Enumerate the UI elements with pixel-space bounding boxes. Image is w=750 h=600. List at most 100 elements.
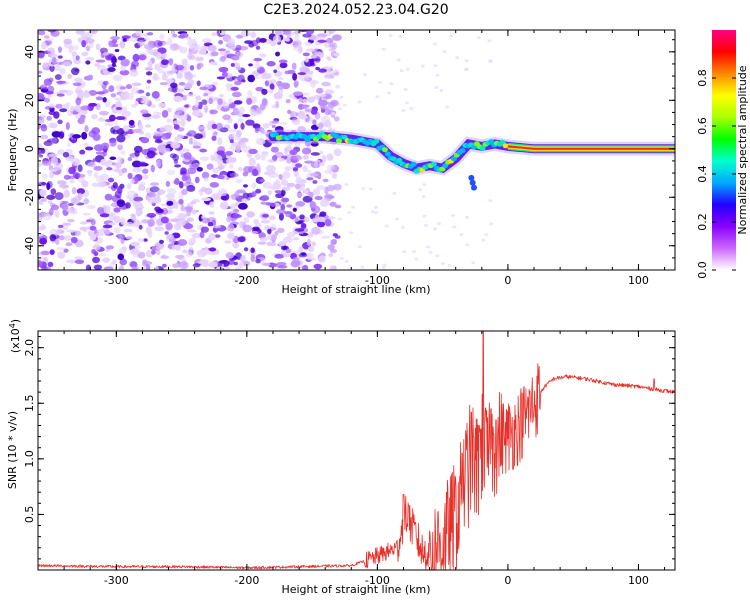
noise-blob	[250, 247, 255, 254]
ridge-blob	[390, 156, 397, 162]
noise-blob	[177, 108, 183, 114]
noise-blob	[229, 203, 236, 211]
noise-blob	[233, 100, 243, 105]
noise-blob	[147, 219, 155, 227]
noise-blob	[219, 201, 229, 210]
colorbar-tick-label: 0.6	[696, 117, 709, 135]
noise-blob	[321, 81, 331, 87]
noise-blob	[292, 96, 297, 100]
noise-blob	[138, 123, 144, 131]
noise-blob	[234, 191, 240, 199]
noise-blob	[50, 136, 58, 144]
noise-blob	[76, 188, 85, 195]
noise-blob	[292, 91, 303, 96]
noise-blob	[41, 160, 52, 166]
noise-blob	[113, 121, 119, 125]
noise-blob	[147, 192, 157, 198]
noise-blob	[186, 36, 192, 40]
noise-blob	[145, 92, 151, 97]
noise-blob	[143, 37, 151, 41]
noise-blob	[272, 181, 282, 190]
noise-blob	[191, 198, 201, 203]
noise-blob	[237, 74, 245, 83]
noise-blob	[488, 199, 493, 203]
noise-blob	[333, 116, 340, 122]
noise-blob	[286, 231, 296, 238]
noise-blob	[181, 174, 188, 182]
noise-blob	[145, 264, 151, 270]
noise-blob	[252, 226, 260, 231]
noise-blob	[318, 161, 325, 167]
noise-blob	[40, 134, 49, 140]
noise-blob	[330, 111, 336, 116]
noise-blob	[327, 30, 336, 34]
noise-blob	[141, 219, 150, 224]
noise-blob	[49, 170, 55, 179]
noise-blob	[280, 245, 287, 251]
noise-blob	[210, 174, 219, 178]
noise-blob	[317, 121, 324, 130]
noise-blob	[235, 66, 242, 71]
noise-blob	[259, 103, 266, 111]
noise-blob	[218, 39, 223, 45]
noise-blob	[247, 90, 253, 97]
noise-blob	[281, 197, 290, 203]
noise-blob	[455, 56, 460, 60]
noise-blob	[140, 181, 146, 186]
noise-blob	[447, 263, 452, 267]
noise-blob	[176, 219, 186, 227]
noise-blob	[200, 226, 209, 233]
noise-blob	[96, 64, 106, 71]
noise-blob	[182, 94, 188, 101]
noise-blob	[289, 149, 298, 156]
noise-blob	[243, 165, 253, 174]
noise-blob	[131, 266, 138, 270]
noise-blob	[189, 54, 196, 61]
noise-blob	[51, 131, 62, 138]
noise-blob	[120, 237, 125, 245]
noise-blob	[274, 30, 282, 36]
noise-blob	[240, 30, 251, 38]
spectrogram-background-noise	[38, 30, 494, 270]
noise-blob	[200, 45, 208, 52]
noise-blob	[310, 54, 317, 59]
noise-blob	[433, 42, 438, 46]
noise-blob	[287, 109, 292, 115]
ridge-blob	[410, 161, 417, 167]
noise-blob	[85, 219, 92, 223]
colorbar-label: Normalized spectral amplitude	[736, 65, 749, 234]
noise-blob	[323, 119, 332, 128]
noise-blob	[244, 40, 254, 44]
noise-blob	[326, 164, 336, 171]
noise-blob	[186, 185, 196, 192]
noise-blob	[315, 66, 321, 71]
noise-blob	[38, 226, 43, 232]
noise-blob	[57, 148, 65, 155]
noise-blob	[147, 196, 157, 204]
noise-blob	[243, 184, 248, 188]
noise-blob	[222, 114, 231, 121]
noise-blob	[145, 226, 150, 234]
noise-blob	[170, 82, 178, 88]
noise-blob	[331, 34, 342, 42]
noise-blob	[113, 125, 120, 130]
noise-blob	[307, 246, 315, 253]
noise-blob	[278, 174, 283, 180]
snr-panel: -300 -200 -100 0 100 0.5 1.0 1.5 2.0 Height of …	[6, 319, 676, 596]
noise-blob	[161, 109, 169, 118]
noise-blob	[114, 190, 122, 199]
noise-blob	[42, 213, 52, 221]
noise-blob	[235, 144, 242, 153]
noise-blob	[387, 91, 392, 95]
noise-blob	[107, 67, 116, 72]
noise-blob	[319, 103, 326, 110]
noise-blob	[74, 104, 82, 112]
noise-blob	[146, 150, 156, 159]
noise-blob	[42, 86, 48, 91]
noise-blob	[166, 200, 174, 206]
noise-blob	[324, 65, 334, 69]
noise-blob	[208, 211, 215, 215]
noise-blob	[259, 53, 267, 58]
noise-blob	[294, 171, 299, 178]
noise-blob	[178, 198, 184, 205]
